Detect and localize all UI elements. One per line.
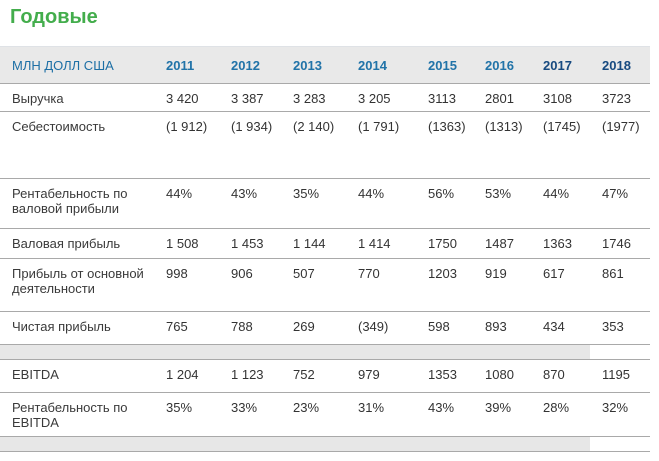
cell-value: 1195 — [602, 367, 630, 382]
cell-value: 752 — [293, 367, 315, 382]
cell-value: 1 204 — [166, 367, 199, 382]
cell-value: 44% — [543, 186, 570, 201]
cell-value: 770 — [358, 266, 380, 281]
year-header-2016: 2016 — [485, 58, 514, 73]
cell-value: 2801 — [485, 91, 514, 106]
cell-value: 598 — [428, 319, 450, 334]
row-label: Рентабельность по EBITDA — [12, 400, 128, 430]
cell-value: 979 — [358, 367, 380, 382]
year-header-2015: 2015 — [428, 58, 457, 73]
cell-value: 3108 — [543, 91, 572, 106]
cell-value: 1 123 — [231, 367, 264, 382]
cell-value: (2 140) — [293, 119, 335, 134]
cell-value: 32% — [602, 400, 629, 415]
cell-value: 43% — [231, 186, 258, 201]
cell-value: 56% — [428, 186, 455, 201]
table-row: Валовая прибыль 1 508 1 453 1 144 1 414 1750 1… — [0, 228, 650, 259]
cell-value: 31% — [358, 400, 385, 415]
cell-value: 434 — [543, 319, 565, 334]
spacer-band — [0, 344, 650, 360]
spacer-band-fill — [0, 344, 650, 360]
cell-value: 861 — [602, 266, 624, 281]
cell-value: 44% — [358, 186, 385, 201]
cell-value: 28% — [543, 400, 570, 415]
cell-value: 1746 — [602, 236, 631, 251]
row-label: Прибыль от основной деятельности — [12, 266, 144, 296]
table-row: Чистая прибыль 765 788 269 (349) 598 893 434 353 — [0, 311, 650, 345]
cell-value: 353 — [602, 319, 624, 334]
cell-value: 3 205 — [358, 91, 391, 106]
table-row: Рентабельность по валовой прибыли 44% 43% 3… — [0, 178, 650, 229]
row-label: EBITDA — [12, 367, 59, 382]
cell-value: 3 387 — [231, 91, 264, 106]
year-header-2017: 2017 — [543, 58, 572, 73]
cell-value: 893 — [485, 319, 507, 334]
spacer-band — [0, 436, 650, 452]
cell-value: 1080 — [485, 367, 514, 382]
year-header-2018: 2018 — [602, 58, 631, 73]
cell-value: (1313) — [485, 119, 523, 134]
cell-value: 906 — [231, 266, 253, 281]
cell-value: (1363) — [428, 119, 466, 134]
cell-value: 39% — [485, 400, 512, 415]
spacer-band-fill — [0, 436, 650, 452]
cell-value: 1487 — [485, 236, 514, 251]
financials-table: МЛН ДОЛЛ США 2011 2012 2013 2014 2015 2016 201… — [0, 46, 650, 452]
cell-value: 507 — [293, 266, 315, 281]
cell-value: 3 283 — [293, 91, 326, 106]
cell-value: 269 — [293, 319, 315, 334]
cell-value: 44% — [166, 186, 193, 201]
cell-value: (1745) — [543, 119, 581, 134]
year-header-2014: 2014 — [358, 58, 387, 73]
units-header: МЛН ДОЛЛ США — [12, 58, 114, 73]
table-row: Себестоимость (1 912) (1 934) (2 140) (1 791… — [0, 111, 650, 179]
year-header-2012: 2012 — [231, 58, 260, 73]
cell-value: 1203 — [428, 266, 457, 281]
cell-value: 3113 — [428, 91, 456, 106]
cell-value: 53% — [485, 186, 512, 201]
header-row: МЛН ДОЛЛ США 2011 2012 2013 2014 2015 2016 201… — [0, 46, 650, 84]
cell-value: 765 — [166, 319, 188, 334]
cell-value: 998 — [166, 266, 188, 281]
cell-value: 870 — [543, 367, 565, 382]
cell-value: 3 420 — [166, 91, 199, 106]
cell-value: (349) — [358, 319, 389, 334]
cell-value: 1 144 — [293, 236, 326, 251]
cell-value: 919 — [485, 266, 507, 281]
year-header-2013: 2013 — [293, 58, 322, 73]
table-row: Выручка 3 420 3 387 3 283 3 205 3113 2801 3108 3… — [0, 83, 650, 112]
row-label: Чистая прибыль — [12, 319, 111, 334]
cell-value: 33% — [231, 400, 258, 415]
cell-value: 3723 — [602, 91, 631, 106]
cell-value: (1 791) — [358, 119, 400, 134]
table-body: Выручка 3 420 3 387 3 283 3 205 3113 2801 3108 3… — [0, 83, 650, 452]
cell-value: 35% — [166, 400, 193, 415]
cell-value: (1977) — [602, 119, 640, 134]
row-label: Себестоимость — [12, 119, 106, 134]
cell-value: 788 — [231, 319, 253, 334]
row-label: Валовая прибыль — [12, 236, 121, 251]
row-label: Выручка — [12, 91, 64, 106]
cell-value: 35% — [293, 186, 320, 201]
table-row: EBITDA 1 204 1 123 752 979 1353 1080 870 1195 — [0, 359, 650, 393]
page-title: Годовые — [10, 6, 98, 28]
cell-value: 43% — [428, 400, 455, 415]
cell-value: (1 912) — [166, 119, 208, 134]
cell-value: 617 — [543, 266, 565, 281]
cell-value: 1363 — [543, 236, 572, 251]
cell-value: 1 453 — [231, 236, 264, 251]
cell-value: 1 508 — [166, 236, 199, 251]
cell-value: 1750 — [428, 236, 457, 251]
table-row: Прибыль от основной деятельности 998 906 50… — [0, 258, 650, 312]
cell-value: 23% — [293, 400, 320, 415]
cell-value: (1 934) — [231, 119, 273, 134]
table-row: Рентабельность по EBITDA 35% 33% 23% 31% 43% 3… — [0, 392, 650, 437]
cell-value: 1353 — [428, 367, 457, 382]
cell-value: 1 414 — [358, 236, 391, 251]
year-header-2011: 2011 — [166, 58, 195, 73]
cell-value: 47% — [602, 186, 629, 201]
row-label: Рентабельность по валовой прибыли — [12, 186, 128, 216]
